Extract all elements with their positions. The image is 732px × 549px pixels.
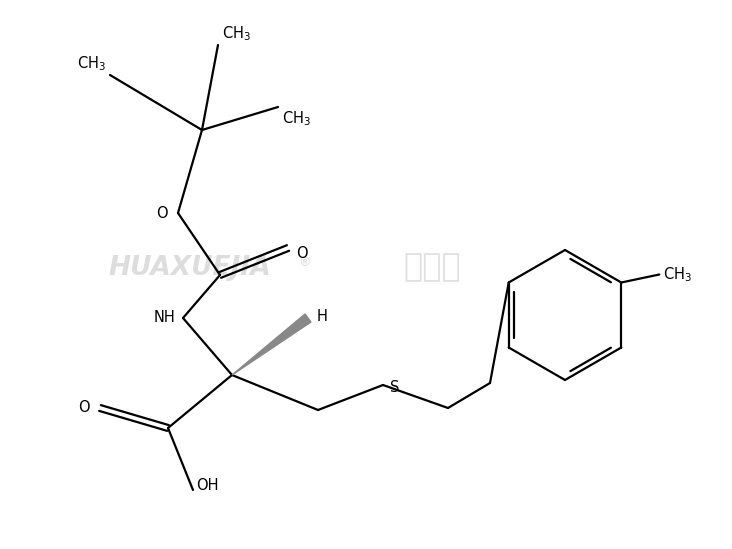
Text: CH$_3$: CH$_3$ [77, 54, 106, 73]
Text: CH$_3$: CH$_3$ [663, 265, 692, 284]
Text: NH: NH [153, 311, 175, 326]
Text: HUAXUEJIA: HUAXUEJIA [108, 255, 272, 281]
Text: H: H [317, 309, 328, 324]
Text: OH: OH [196, 478, 218, 493]
Text: S: S [390, 380, 400, 395]
Text: O: O [157, 205, 168, 221]
Polygon shape [232, 314, 311, 375]
Text: O: O [296, 246, 307, 261]
Text: 化学加: 化学加 [403, 253, 461, 283]
Text: ®: ® [298, 256, 310, 269]
Text: O: O [78, 401, 90, 416]
Text: CH$_3$: CH$_3$ [282, 109, 311, 128]
Text: CH$_3$: CH$_3$ [222, 24, 251, 43]
